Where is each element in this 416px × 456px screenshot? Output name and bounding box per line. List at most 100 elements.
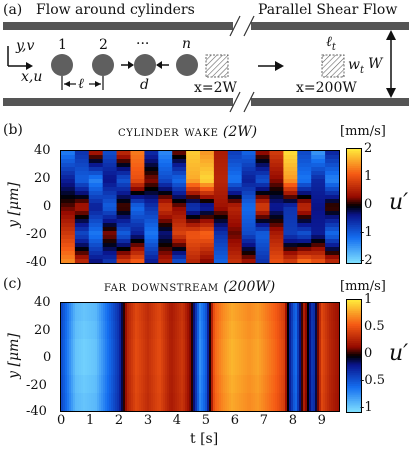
heatmap-c-cell bbox=[337, 303, 339, 322]
heatmap-c-cell bbox=[83, 357, 86, 376]
heatmap-c-cell bbox=[263, 321, 266, 340]
heatmap-c-cell bbox=[85, 321, 88, 340]
heatmap-c-cell bbox=[189, 339, 192, 358]
heatmap-b-cell bbox=[172, 251, 187, 256]
colorbar-segment bbox=[347, 326, 361, 329]
heatmap-c-cell bbox=[153, 321, 156, 340]
heatmap-b-cell bbox=[74, 211, 90, 216]
heatmap-c-cell bbox=[73, 375, 76, 394]
heatmap-b-cell bbox=[297, 179, 312, 184]
heatmap-b-cell bbox=[130, 155, 145, 160]
heatmap-c-cell bbox=[303, 321, 306, 340]
heatmap-c-cell bbox=[219, 339, 222, 358]
heatmap-c-cell bbox=[85, 303, 88, 322]
heatmap-b-cell bbox=[311, 203, 326, 208]
heatmap-b-cell bbox=[297, 215, 312, 220]
heatmap-c-cell bbox=[277, 357, 280, 376]
panel-c-xtick: 4 bbox=[172, 413, 182, 428]
colorbar-segment bbox=[347, 173, 361, 177]
heatmap-b-cell bbox=[88, 199, 104, 204]
heatmap-b-cell bbox=[102, 227, 118, 232]
heatmap-b-cell bbox=[144, 255, 159, 260]
heatmap-b-cell bbox=[116, 171, 132, 176]
heatmap-c-cell bbox=[253, 321, 256, 340]
heatmap-b-cell bbox=[227, 175, 243, 180]
heatmap-c-cell bbox=[309, 375, 312, 394]
heatmap-c-cell bbox=[65, 375, 68, 394]
heatmap-b-cell bbox=[297, 151, 312, 156]
heatmap-b-cell bbox=[61, 223, 76, 228]
heatmap-b-cell bbox=[297, 187, 312, 192]
heatmap-c-cell bbox=[323, 393, 326, 411]
heatmap-c-cell bbox=[115, 321, 118, 340]
heatmap-b-cell bbox=[269, 223, 284, 228]
channel-bottom-wall bbox=[3, 98, 409, 106]
heatmap-c-cell bbox=[321, 357, 324, 376]
heatmap-c-cell bbox=[115, 339, 118, 358]
heatmap-b-cell bbox=[311, 159, 326, 164]
heatmap-b-cell bbox=[269, 155, 284, 160]
heatmap-b-cell bbox=[213, 207, 229, 212]
heatmap-c-cell bbox=[97, 339, 100, 358]
heatmap-c-cell bbox=[105, 303, 108, 322]
heatmap-c-cell bbox=[231, 357, 234, 376]
heatmap-b-cell bbox=[255, 227, 271, 232]
heatmap-b-cell bbox=[61, 167, 76, 172]
heatmap-b-cell bbox=[227, 231, 243, 236]
heatmap-b-cell bbox=[102, 175, 118, 180]
heatmap-b-cell bbox=[241, 159, 257, 164]
heatmap-c-cell bbox=[301, 393, 304, 411]
heatmap-b-cell bbox=[186, 163, 201, 168]
heatmap-b-cell bbox=[311, 239, 326, 244]
heatmap-b-cell bbox=[144, 223, 159, 228]
heatmap-c-cell bbox=[309, 339, 312, 358]
heatmap-c-cell bbox=[85, 393, 88, 411]
heatmap-b-cell bbox=[158, 243, 173, 248]
heatmap-c-cell bbox=[317, 357, 320, 376]
heatmap-b-cell bbox=[283, 235, 298, 240]
heatmap-b-cell bbox=[130, 187, 145, 192]
heatmap-c-cell bbox=[103, 357, 106, 376]
heatmap-b-cell bbox=[297, 175, 312, 180]
heatmap-c-cell bbox=[147, 393, 150, 411]
heatmap-c-cell bbox=[207, 339, 210, 358]
heatmap-c-cell bbox=[329, 339, 332, 358]
colorbar-segment bbox=[347, 234, 361, 237]
heatmap-b-cell bbox=[102, 163, 118, 168]
heatmap-c-cell bbox=[287, 321, 290, 340]
heatmap-c-cell bbox=[63, 303, 66, 322]
heatmap-c-cell bbox=[295, 393, 298, 411]
heatmap-c-cell bbox=[155, 303, 158, 322]
heatmap-c-cell bbox=[117, 393, 120, 411]
heatmap-b-cell bbox=[311, 175, 326, 180]
heatmap-c-cell bbox=[87, 393, 90, 411]
ell-measure bbox=[61, 76, 104, 90]
colorbar-segment bbox=[347, 162, 361, 165]
panel-c-ytick-m40: -40 bbox=[26, 404, 47, 419]
colorbar-segment bbox=[347, 236, 361, 239]
heatmap-b-cell bbox=[130, 223, 145, 228]
heatmap-b-cell bbox=[255, 255, 271, 260]
heatmap-c-cell bbox=[269, 339, 272, 358]
heatmap-c-cell bbox=[259, 357, 262, 376]
heatmap-c-cell bbox=[229, 357, 232, 376]
heatmap-c-cell bbox=[145, 375, 148, 394]
colorbar-segment bbox=[347, 230, 361, 234]
heatmap-c-cell bbox=[145, 321, 148, 340]
heatmap-c-cell bbox=[213, 339, 216, 358]
heatmap-c-cell bbox=[143, 321, 146, 340]
heatmap-c-cell bbox=[271, 321, 274, 340]
heatmap-b-cell bbox=[311, 151, 326, 156]
heatmap-b-cell bbox=[130, 167, 145, 172]
heatmap-c-cell bbox=[71, 357, 74, 376]
heatmap-c-cell bbox=[333, 393, 336, 411]
heatmap-c-cell bbox=[221, 303, 224, 322]
heatmap-b-cell bbox=[130, 195, 145, 200]
heatmap-b-cell bbox=[102, 179, 118, 184]
heatmap-c-cell bbox=[81, 357, 84, 376]
heatmap-c-cell bbox=[279, 393, 282, 411]
heatmap-c-cell bbox=[183, 375, 186, 394]
heatmap-c-cell bbox=[173, 375, 176, 394]
heatmap-c-cell bbox=[157, 393, 160, 411]
heatmap-c-cell bbox=[97, 393, 100, 411]
